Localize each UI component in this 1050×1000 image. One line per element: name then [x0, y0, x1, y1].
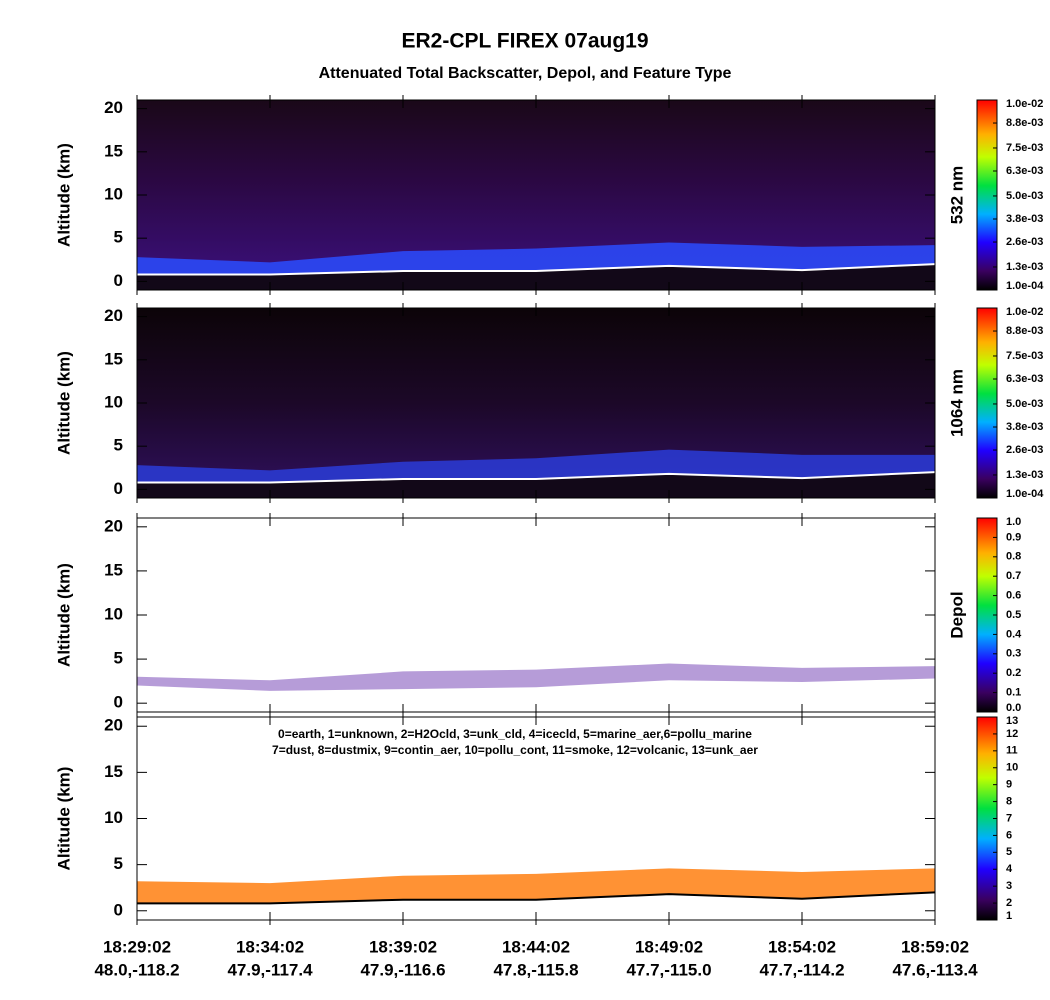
- colorbar-tick-label: 5: [1006, 846, 1012, 858]
- surface-line: [137, 891, 936, 905]
- colorbar-tick-label: 6.3e-03: [1006, 373, 1043, 385]
- colorbar-tick-label: 10: [1006, 762, 1018, 774]
- y-tick-label: 10: [104, 808, 123, 827]
- y-tick-label: 5: [114, 228, 123, 247]
- colorbar-tick-label: 3: [1006, 880, 1012, 892]
- chart-subtitle: Attenuated Total Backscatter, Depol, and…: [319, 65, 732, 82]
- y-tick-label: 10: [104, 604, 123, 623]
- y-tick-label: 15: [104, 349, 123, 368]
- y-tick-label: 15: [104, 762, 123, 781]
- colorbar-label: 532 nm: [947, 166, 966, 225]
- colorbar-tick-label: 7: [1006, 812, 1012, 824]
- colorbar-tick-label: 13: [1006, 715, 1018, 727]
- colorbar-tick-label: 1.3e-03: [1006, 469, 1043, 481]
- surface-line: [137, 263, 936, 276]
- y-tick-label: 20: [104, 716, 123, 735]
- colorbar-tick-label: 3.8e-03: [1006, 421, 1043, 433]
- y-axis-label: Altitude (km): [54, 563, 73, 667]
- x-tick-label: 18:34:02: [236, 937, 304, 956]
- y-tick-label: 20: [104, 306, 123, 325]
- colorbar-tick-label: 4: [1006, 863, 1013, 875]
- x-tick-label: 18:39:02: [369, 937, 437, 956]
- aerosol-layer: [137, 242, 935, 275]
- colorbar-tick-label: 1.0e-04: [1006, 280, 1044, 292]
- y-tick-label: 15: [104, 560, 123, 579]
- colorbar-tick-label: 0.6: [1006, 590, 1021, 602]
- annotation: 7=dust, 8=dustmix, 9=contin_aer, 10=poll…: [272, 743, 758, 757]
- x-position-label: 47.9,-117.4: [227, 960, 313, 979]
- aerosol-layer: [137, 663, 935, 691]
- colorbar-tick-label: 1.0e-02: [1006, 98, 1043, 110]
- x-tick-label: 18:54:02: [768, 937, 836, 956]
- y-axis-label: Altitude (km): [54, 143, 73, 247]
- colorbar-tick-label: 12: [1006, 728, 1018, 740]
- ground: [137, 472, 935, 498]
- colorbar-tick-label: 0.0: [1006, 702, 1021, 714]
- colorbar-tick-label: 5.0e-03: [1006, 398, 1043, 410]
- colorbar-tick-label: 0.7: [1006, 570, 1021, 582]
- colorbar-tick-label: 7.5e-03: [1006, 350, 1043, 362]
- aerosol-layer: [137, 868, 935, 904]
- x-position-label: 47.9,-116.6: [360, 960, 445, 979]
- colorbar: [976, 307, 998, 499]
- y-tick-label: 10: [104, 392, 123, 411]
- chart-title: ER2-CPL FIREX 07aug19: [401, 30, 648, 53]
- x-tick-label: 18:29:02: [103, 937, 171, 956]
- y-axis-label: Altitude (km): [54, 351, 73, 455]
- y-tick-label: 20: [104, 516, 123, 535]
- colorbar-tick-label: 3.8e-03: [1006, 213, 1043, 225]
- x-tick-label: 18:49:02: [635, 937, 703, 956]
- x-position-label: 47.7,-115.0: [626, 960, 711, 979]
- colorbar-tick-label: 8.8e-03: [1006, 117, 1043, 129]
- y-tick-label: 0: [114, 900, 123, 919]
- colorbar-tick-label: 2: [1006, 897, 1012, 909]
- colorbar-tick-label: 6: [1006, 829, 1012, 841]
- colorbar-tick-label: 1.3e-03: [1006, 261, 1043, 273]
- y-tick-label: 15: [104, 141, 123, 160]
- y-tick-label: 5: [114, 854, 123, 873]
- x-tick-label: 18:44:02: [502, 937, 570, 956]
- y-axis-label: Altitude (km): [54, 767, 73, 871]
- colorbar-tick-label: 1.0: [1006, 516, 1021, 528]
- colorbar-tick-label: 2.6e-03: [1006, 444, 1043, 456]
- ground: [137, 264, 935, 290]
- x-position-label: 47.6,-113.4: [892, 960, 978, 979]
- x-tick-label: 18:59:02: [901, 937, 969, 956]
- colorbar: [976, 99, 998, 291]
- colorbar-label: Depol: [947, 591, 966, 638]
- aerosol-layer: [137, 449, 935, 483]
- colorbar-tick-label: 1.0e-04: [1006, 488, 1044, 500]
- colorbar-tick-label: 1: [1006, 910, 1012, 922]
- y-tick-label: 5: [114, 436, 123, 455]
- annotation: 0=earth, 1=unknown, 2=H2Ocld, 3=unk_cld,…: [278, 727, 752, 741]
- colorbar-tick-label: 0.8: [1006, 551, 1021, 563]
- y-tick-label: 5: [114, 649, 123, 668]
- colorbar-tick-label: 6.3e-03: [1006, 165, 1043, 177]
- x-position-label: 47.8,-115.8: [493, 960, 578, 979]
- colorbar-label: 1064 nm: [947, 369, 966, 437]
- colorbar-tick-label: 1.0e-02: [1006, 306, 1043, 318]
- colorbar-tick-label: 9: [1006, 779, 1012, 791]
- colorbar-tick-label: 2.6e-03: [1006, 236, 1043, 248]
- y-tick-label: 0: [114, 479, 123, 498]
- colorbar-tick-label: 5.0e-03: [1006, 190, 1043, 202]
- y-tick-label: 20: [104, 98, 123, 117]
- colorbar-tick-label: 0.9: [1006, 531, 1021, 543]
- colorbar-tick-label: 0.1: [1006, 687, 1021, 699]
- colorbar-tick-label: 0.4: [1006, 628, 1022, 640]
- colorbar-tick-label: 7.5e-03: [1006, 142, 1043, 154]
- colorbar-tick-label: 8.8e-03: [1006, 325, 1043, 337]
- y-tick-label: 0: [114, 693, 123, 712]
- surface-line: [137, 471, 936, 484]
- colorbar-tick-label: 8: [1006, 795, 1012, 807]
- colorbar-tick-label: 0.3: [1006, 648, 1021, 660]
- colorbar-tick-label: 0.2: [1006, 667, 1021, 679]
- colorbar-tick-label: 0.5: [1006, 609, 1021, 621]
- y-tick-label: 10: [104, 184, 123, 203]
- y-tick-label: 0: [114, 271, 123, 290]
- x-position-label: 47.7,-114.2: [759, 960, 844, 979]
- x-position-label: 48.0,-118.2: [94, 960, 179, 979]
- colorbar-tick-label: 11: [1006, 745, 1018, 757]
